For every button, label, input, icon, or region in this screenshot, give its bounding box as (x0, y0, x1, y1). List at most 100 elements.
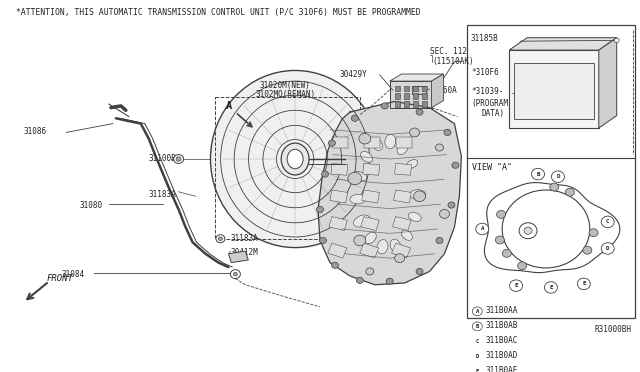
Text: FRONT: FRONT (46, 274, 73, 283)
Text: 311B0AB: 311B0AB (485, 321, 518, 330)
Bar (363, 163, 380, 175)
Text: 31183A: 31183A (148, 190, 177, 199)
Circle shape (577, 278, 590, 290)
Circle shape (354, 235, 366, 246)
Ellipse shape (365, 232, 376, 244)
Bar (332, 137, 348, 148)
Circle shape (440, 209, 449, 218)
Ellipse shape (401, 230, 412, 240)
Bar (360, 243, 379, 258)
Text: *31039-: *31039- (471, 87, 504, 96)
Text: A: A (225, 102, 232, 112)
Circle shape (472, 352, 483, 361)
Circle shape (386, 278, 393, 284)
Circle shape (502, 249, 511, 257)
Circle shape (509, 280, 523, 291)
Circle shape (524, 227, 532, 234)
Bar (390, 81, 431, 108)
Bar (413, 93, 417, 99)
Circle shape (359, 133, 371, 144)
Circle shape (348, 172, 362, 185)
Text: R31000BH: R31000BH (595, 325, 632, 334)
Text: E: E (476, 369, 479, 372)
Text: E: E (515, 283, 518, 288)
Ellipse shape (406, 160, 418, 168)
Circle shape (583, 246, 592, 254)
Text: 31100B: 31100B (148, 154, 177, 163)
Circle shape (395, 254, 404, 263)
Polygon shape (318, 102, 461, 285)
Circle shape (351, 115, 358, 121)
Bar (514, 63, 594, 119)
Text: C: C (476, 339, 479, 344)
Bar (509, 50, 599, 128)
Polygon shape (431, 74, 444, 108)
Text: 30429Y: 30429Y (340, 70, 367, 80)
Bar (413, 86, 417, 91)
Bar (395, 163, 412, 175)
Ellipse shape (372, 138, 383, 151)
Circle shape (502, 190, 590, 268)
Text: 311B0AE: 311B0AE (485, 366, 518, 372)
Circle shape (495, 236, 504, 244)
Circle shape (472, 307, 483, 316)
Polygon shape (509, 38, 617, 50)
Ellipse shape (350, 194, 366, 204)
Circle shape (601, 216, 614, 228)
Text: 3102MQ(REMAN): 3102MQ(REMAN) (255, 90, 316, 99)
Text: E: E (582, 281, 586, 286)
Text: 30412M: 30412M (230, 248, 258, 257)
Text: 31160A: 31160A (429, 86, 457, 94)
Circle shape (472, 322, 483, 331)
Polygon shape (484, 183, 620, 273)
Circle shape (435, 144, 444, 151)
Bar (394, 190, 412, 203)
Text: *ATTENTION, THIS AUTOMATIC TRANSMISSION CONTROL UNIT (P/C 310F6) MUST BE PROGRAM: *ATTENTION, THIS AUTOMATIC TRANSMISSION … (17, 9, 421, 17)
Bar (330, 190, 348, 203)
Bar (396, 137, 412, 148)
Circle shape (472, 367, 483, 372)
Text: B: B (536, 171, 540, 177)
Bar (392, 243, 411, 258)
Circle shape (328, 140, 335, 146)
Text: 311B0AA: 311B0AA (485, 306, 518, 315)
Text: 31020M(NEW): 31020M(NEW) (260, 81, 310, 90)
Circle shape (448, 202, 455, 208)
Bar (412, 86, 426, 94)
Bar (331, 163, 348, 175)
Circle shape (216, 235, 225, 243)
Circle shape (444, 129, 451, 135)
Ellipse shape (377, 240, 388, 254)
Circle shape (550, 183, 559, 191)
Text: (11510AK): (11510AK) (433, 57, 474, 66)
Circle shape (518, 262, 527, 270)
Circle shape (410, 128, 420, 137)
Circle shape (472, 337, 483, 346)
Bar (404, 93, 408, 99)
Circle shape (176, 157, 181, 161)
Ellipse shape (385, 134, 396, 149)
Circle shape (589, 229, 598, 237)
Circle shape (497, 211, 506, 218)
Circle shape (366, 268, 374, 275)
Bar (362, 190, 380, 203)
Text: D: D (476, 354, 479, 359)
Circle shape (416, 268, 423, 275)
Text: 31086: 31086 (23, 127, 47, 136)
Ellipse shape (281, 143, 309, 175)
Circle shape (519, 223, 537, 239)
Text: *310F6: *310F6 (471, 68, 499, 77)
Ellipse shape (211, 70, 380, 248)
Bar (404, 102, 408, 107)
Circle shape (614, 38, 619, 42)
Circle shape (230, 270, 241, 279)
Circle shape (234, 272, 237, 276)
Circle shape (381, 103, 388, 109)
Text: 31080: 31080 (79, 201, 102, 210)
Bar (395, 102, 399, 107)
Circle shape (321, 171, 328, 177)
Circle shape (436, 237, 443, 244)
Text: 31183A: 31183A (230, 234, 258, 243)
Text: (PROGRAM: (PROGRAM (471, 99, 508, 108)
Bar (361, 217, 379, 231)
